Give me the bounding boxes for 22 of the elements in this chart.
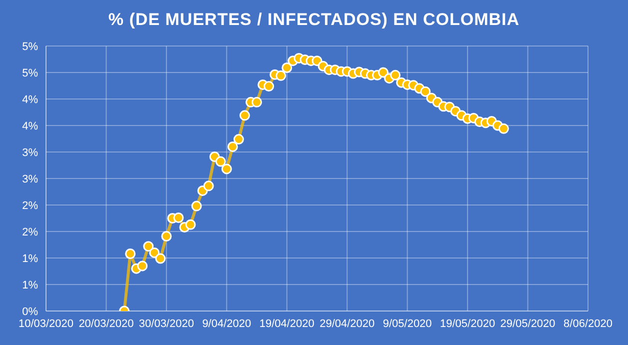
x-tick-label: 29/05/2020: [500, 318, 556, 330]
y-tick-label: 5%: [22, 40, 38, 53]
y-tick-label: 4%: [22, 120, 38, 132]
x-tick-label: 19/04/2020: [259, 318, 314, 330]
chart-title: % (DE MUERTES / INFECTADOS) EN COLOMBIA: [107, 10, 521, 30]
y-tick-label: 3%: [22, 173, 38, 186]
y-tick-label: 1%: [22, 252, 38, 265]
x-tick-label: 30/03/2020: [138, 318, 194, 330]
y-tick-label: 0%: [22, 306, 38, 318]
x-tick-label: 10/03/2020: [18, 318, 74, 330]
y-tick-label: 2%: [22, 200, 38, 212]
y-tick-label: 2%: [22, 226, 38, 238]
x-tick-label: 19/05/2020: [440, 318, 496, 330]
y-tick-label: 5%: [22, 67, 38, 80]
y-tick-label: 4%: [22, 94, 38, 106]
x-tick-label: 20/03/2020: [78, 318, 134, 330]
y-tick-label: 3%: [22, 146, 38, 159]
x-tick-label: 9/04/2020: [202, 318, 252, 330]
x-tick-label: 9/05/2020: [382, 318, 432, 330]
x-tick-label: 29/04/2020: [320, 318, 375, 330]
y-tick-label: 1%: [22, 279, 38, 292]
x-tick-label: 8/06/2020: [564, 318, 612, 330]
